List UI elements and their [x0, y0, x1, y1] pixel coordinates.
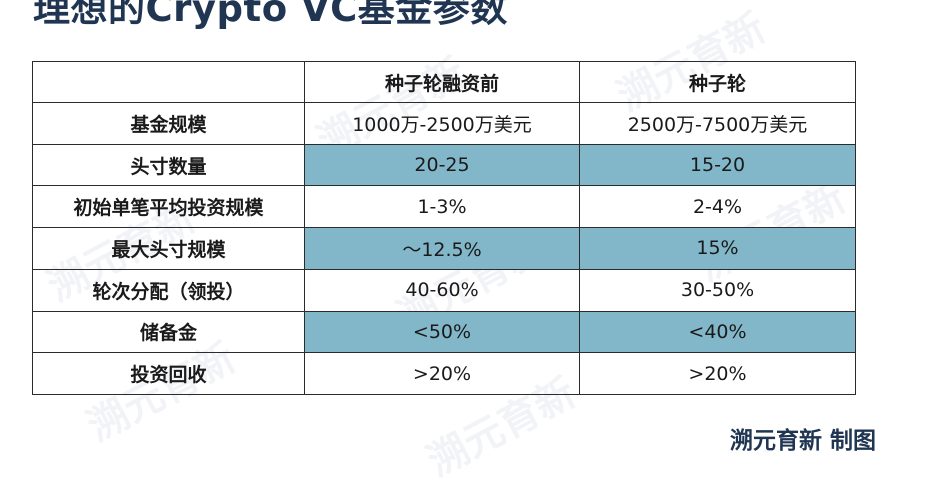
row-label: 最大头寸规模	[32, 227, 305, 270]
cell-seed: >20%	[579, 352, 856, 395]
table-row: 基金规模 1000万-2500万美元 2500万-7500万美元	[32, 102, 856, 145]
table-row: 最大头寸规模 ～12.5% 15%	[32, 227, 856, 270]
row-label: 投资回收	[32, 352, 305, 395]
cell-seed: <40%	[579, 310, 856, 354]
cell-pre-seed: ～12.5%	[304, 227, 580, 270]
page-title: 理想的Crypto VC基金参数	[33, 0, 508, 30]
row-label: 储备金	[32, 310, 305, 354]
cell-seed: 15-20	[579, 143, 856, 187]
cell-pre-seed: 40-60%	[304, 268, 580, 312]
row-label: 轮次分配（领投）	[32, 268, 305, 312]
table-row: 轮次分配（领投） 40-60% 30-50%	[32, 268, 856, 312]
table-row: 初始单笔平均投资规模 1-3% 2-4%	[32, 185, 856, 229]
table-header-row: 种子轮融资前 种子轮	[32, 61, 856, 103]
cell-pre-seed: 20-25	[304, 143, 580, 187]
row-label: 初始单笔平均投资规模	[32, 185, 305, 229]
cell-pre-seed: 1-3%	[304, 185, 580, 229]
row-label: 头寸数量	[32, 143, 305, 187]
header-cell-empty	[32, 61, 305, 103]
header-cell-seed: 种子轮	[579, 61, 856, 103]
fund-parameters-table: 种子轮融资前 种子轮 基金规模 1000万-2500万美元 2500万-7500万美…	[32, 61, 856, 395]
table-row: 投资回收 >20% >20%	[32, 352, 856, 395]
table-row: 头寸数量 20-25 15-20	[32, 143, 856, 187]
cell-pre-seed: 1000万-2500万美元	[304, 102, 580, 145]
header-cell-pre-seed: 种子轮融资前	[304, 61, 580, 103]
table-row: 储备金 <50% <40%	[32, 310, 856, 354]
cell-seed: 30-50%	[579, 268, 856, 312]
cell-pre-seed: >20%	[304, 352, 580, 395]
cell-seed: 2500万-7500万美元	[579, 102, 856, 145]
cell-seed: 15%	[579, 227, 856, 270]
row-label: 基金规模	[32, 102, 305, 145]
credit-label: 溯元育新 制图	[729, 428, 876, 454]
cell-seed: 2-4%	[579, 185, 856, 229]
cell-pre-seed: <50%	[304, 310, 580, 354]
